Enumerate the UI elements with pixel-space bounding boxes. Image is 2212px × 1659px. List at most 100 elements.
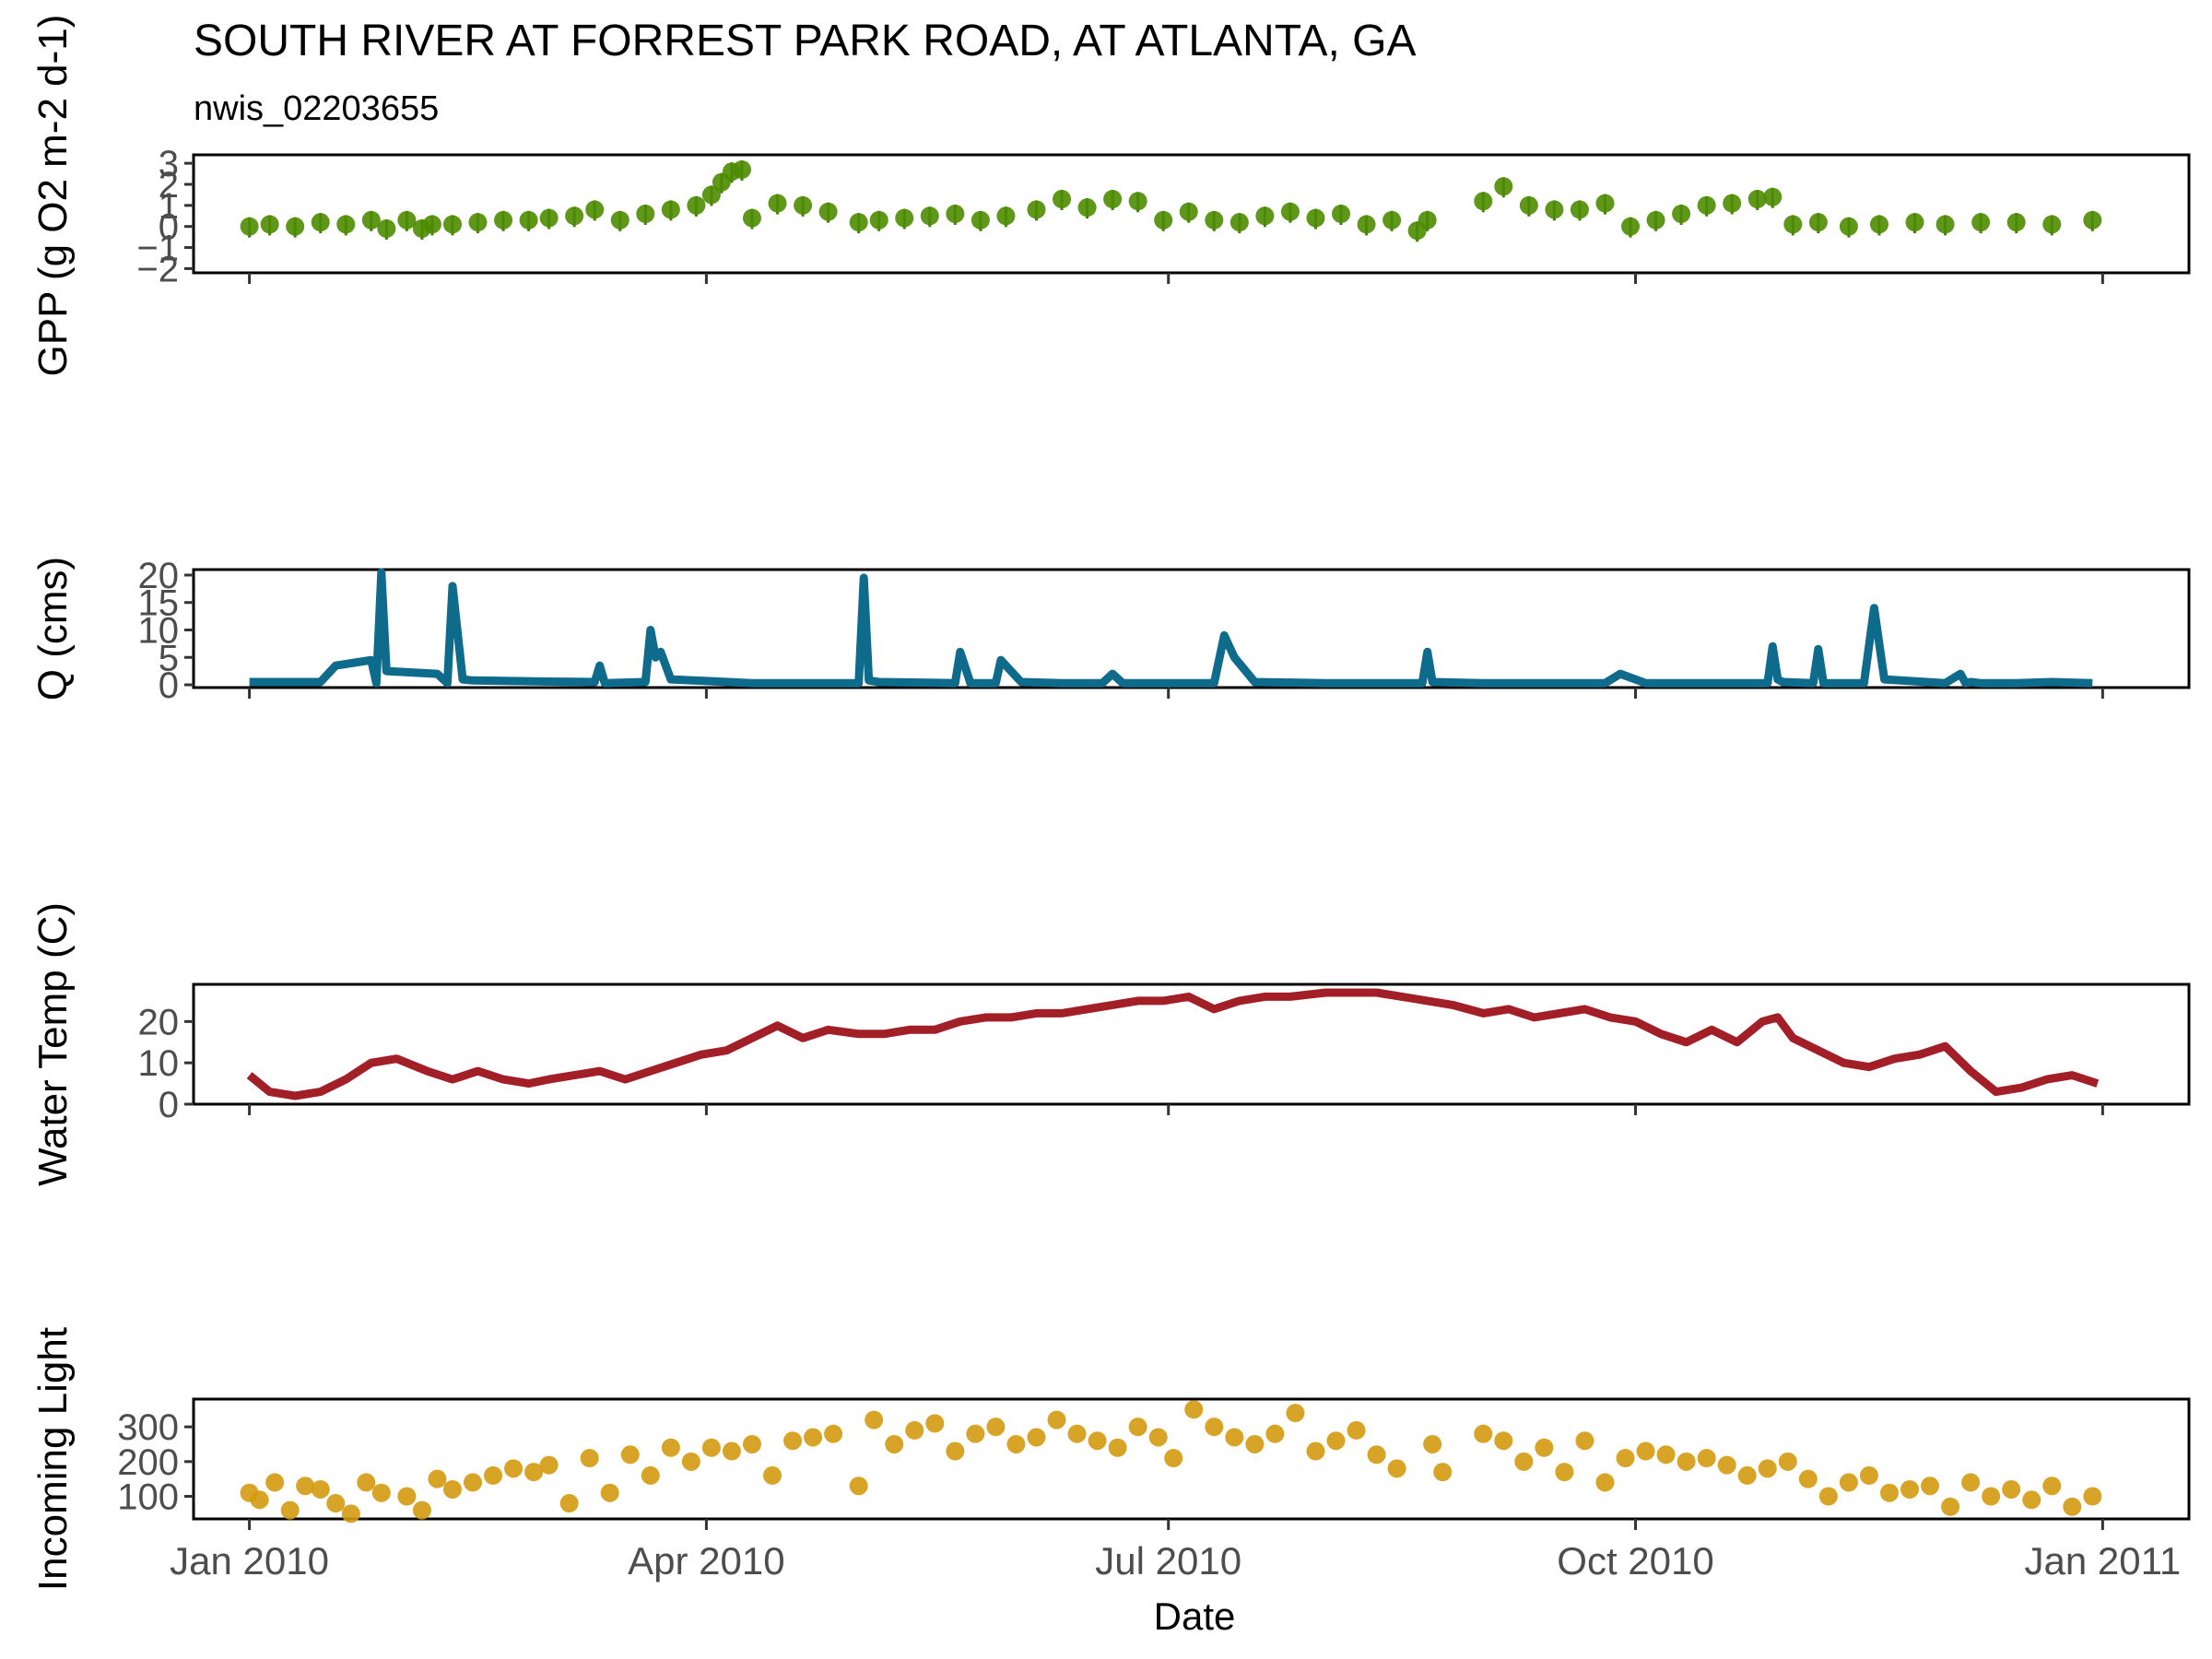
- series-line: [246, 988, 2100, 1100]
- data-point: [463, 1473, 482, 1492]
- data-point: [1575, 1431, 1594, 1451]
- data-point: [494, 210, 513, 229]
- data-point: [311, 1479, 330, 1499]
- y-tick-label: −2: [136, 249, 179, 289]
- data-point: [336, 215, 356, 234]
- data-point: [783, 1431, 803, 1451]
- data-point: [1225, 1428, 1244, 1447]
- data-point: [1347, 1420, 1366, 1440]
- data-point: [946, 1441, 965, 1461]
- series-marks: [240, 1400, 2102, 1524]
- data-point: [1839, 217, 1858, 236]
- data-point: [865, 1410, 884, 1430]
- data-point: [1027, 1428, 1046, 1447]
- data-point: [397, 210, 417, 229]
- data-point: [1936, 215, 1955, 234]
- data-point: [1128, 192, 1147, 211]
- y-axis-label: GPP (g O2 m-2 d-1): [30, 15, 76, 377]
- data-point: [2063, 1497, 2082, 1516]
- data-point: [519, 210, 538, 229]
- data-point: [1778, 1452, 1797, 1471]
- data-point: [804, 1428, 823, 1447]
- data-point: [539, 1455, 559, 1475]
- data-point: [280, 1500, 300, 1520]
- data-point: [895, 208, 914, 228]
- data-point: [701, 1438, 721, 1457]
- data-point: [1103, 190, 1123, 208]
- data-point: [1905, 213, 1924, 232]
- series-marks: [240, 160, 2102, 242]
- y-axis-label: Incoming Light: [30, 1327, 76, 1591]
- data-point: [468, 213, 488, 232]
- data-point: [925, 1414, 945, 1433]
- x-tick-label: Jul 2010: [1095, 1539, 1241, 1583]
- data-point: [286, 217, 305, 236]
- data-point: [1595, 194, 1615, 213]
- data-point: [1205, 210, 1224, 229]
- data-point: [2083, 1487, 2102, 1506]
- data-point: [600, 1483, 619, 1502]
- x-tick-label: Oct 2010: [1557, 1539, 1713, 1583]
- y-tick-label: 10: [138, 610, 180, 651]
- data-point: [1494, 1431, 1513, 1451]
- data-point: [1808, 213, 1828, 232]
- data-point: [377, 219, 396, 238]
- y-axis-label: Q (cms): [30, 557, 76, 700]
- chart-title: SOUTH RIVER AT FORREST PARK ROAD, AT ATL…: [194, 17, 1417, 65]
- x-tick-label: Jan 2010: [170, 1539, 329, 1583]
- data-point: [1027, 200, 1046, 219]
- data-point: [296, 1477, 315, 1496]
- y-tick-label: 100: [117, 1477, 179, 1518]
- y-tick-label: 0: [159, 665, 179, 706]
- data-point: [849, 213, 868, 232]
- data-point: [1723, 194, 1742, 213]
- data-point: [1646, 210, 1665, 229]
- panel-frame: [192, 982, 2191, 1106]
- data-point: [824, 1424, 843, 1443]
- data-point: [311, 213, 330, 232]
- data-point: [996, 206, 1016, 226]
- data-point: [885, 1434, 904, 1453]
- data-point: [1053, 190, 1072, 208]
- data-point: [946, 205, 965, 223]
- data-point: [722, 1441, 741, 1461]
- y-tick-label: 2: [159, 165, 179, 206]
- data-point: [1179, 202, 1198, 221]
- data-point: [1306, 208, 1325, 228]
- data-point: [565, 206, 584, 226]
- data-point: [1656, 1445, 1676, 1465]
- panel-frame: [192, 153, 2191, 275]
- data-point: [620, 1445, 640, 1465]
- data-point: [1971, 213, 1991, 232]
- data-point: [763, 1465, 782, 1485]
- data-point: [971, 210, 990, 229]
- data-point: [1717, 1455, 1736, 1475]
- y-tick-label: 0: [159, 207, 179, 248]
- data-point: [361, 210, 381, 229]
- data-point: [1672, 205, 1691, 223]
- data-point: [2042, 1477, 2062, 1496]
- data-point: [1763, 187, 1783, 206]
- data-point: [1982, 1487, 2001, 1506]
- data-point: [1961, 1473, 1981, 1492]
- data-point: [1286, 1404, 1305, 1423]
- y-tick-label: 3: [159, 144, 179, 184]
- data-point: [250, 1490, 269, 1510]
- y-tick-label: 20: [138, 1002, 180, 1042]
- data-point: [768, 194, 787, 213]
- data-point: [265, 1473, 285, 1492]
- data-point: [1230, 213, 1249, 232]
- data-point: [1519, 195, 1538, 215]
- data-point: [1535, 1438, 1554, 1457]
- y-tick-label: 1: [159, 186, 179, 227]
- data-point: [1108, 1438, 1127, 1457]
- data-point: [484, 1465, 503, 1485]
- data-point: [1154, 210, 1173, 229]
- x-tick-label: Jan 2011: [2024, 1539, 2181, 1583]
- data-point: [1245, 1434, 1265, 1453]
- data-point: [1900, 1479, 1920, 1499]
- data-point: [1184, 1400, 1204, 1419]
